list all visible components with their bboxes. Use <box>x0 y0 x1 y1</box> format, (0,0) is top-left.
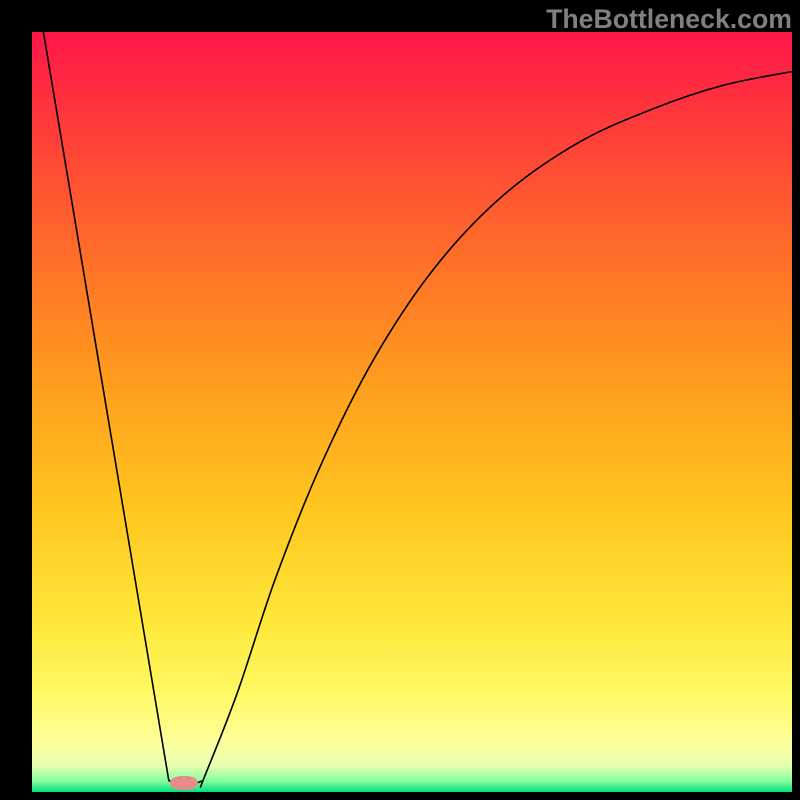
watermark-text: TheBottleneck.com <box>546 4 792 35</box>
bottleneck-curve <box>32 32 792 792</box>
optimal-marker <box>170 776 198 790</box>
chart-root: TheBottleneck.com <box>0 0 800 800</box>
plot-area <box>32 32 792 792</box>
curve-path <box>43 32 792 787</box>
